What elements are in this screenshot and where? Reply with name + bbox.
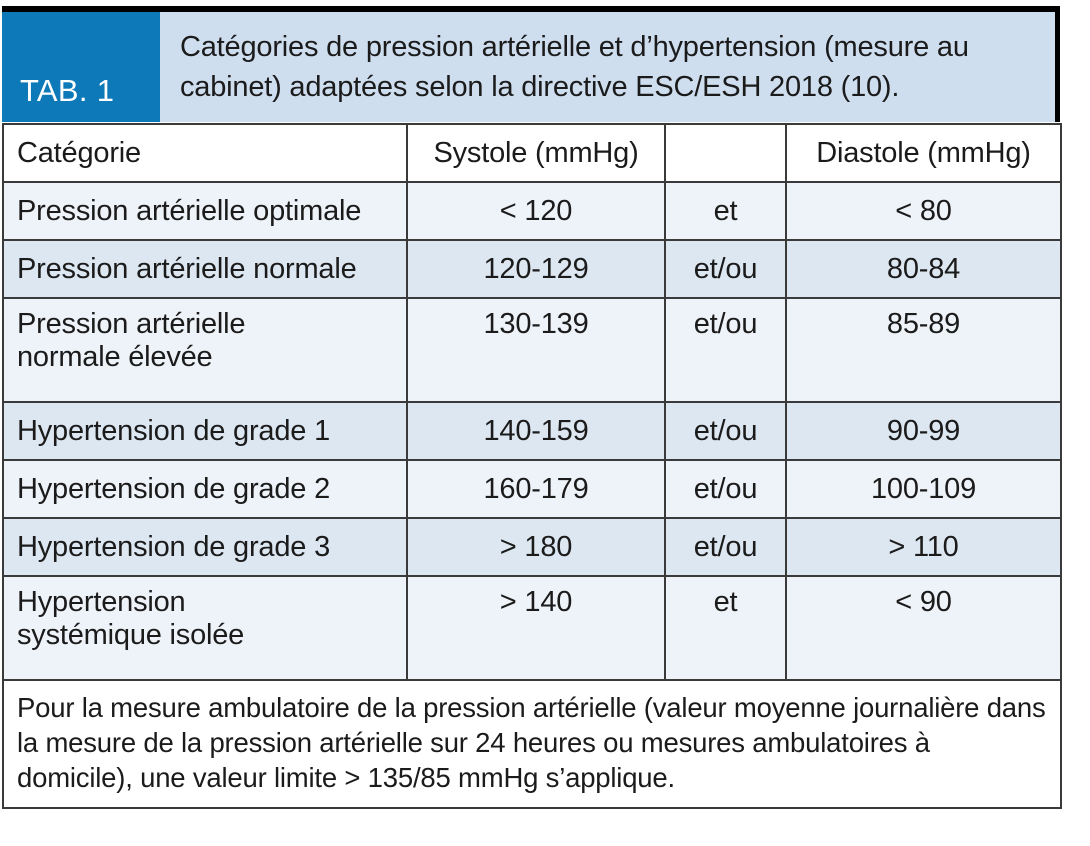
cell-diastole: 85-89 <box>785 297 1062 403</box>
col-header-connector <box>664 123 787 183</box>
cell-connector: et/ou <box>664 459 787 519</box>
cell-connector: et/ou <box>664 239 787 299</box>
table-row: Hypertension systémique isolée > 140 et … <box>2 575 1062 681</box>
cell-category: Pression artérielle normale <box>2 239 408 299</box>
col-header-diastole: Diastole (mmHg) <box>785 123 1062 183</box>
col-header-systole: Systole (mmHg) <box>406 123 666 183</box>
table-figure: TAB. 1 Catégories de pression artérielle… <box>2 6 1062 809</box>
cell-systole: > 180 <box>406 517 666 577</box>
cell-systole: 160-179 <box>406 459 666 519</box>
table-footnote: Pour la mesure ambulatoire de la pressio… <box>2 679 1062 809</box>
table-row: Hypertension de grade 1 140-159 et/ou 90… <box>2 401 1062 461</box>
figure-title: Catégories de pression artérielle et d’h… <box>160 12 1060 122</box>
cell-category: Hypertension de grade 2 <box>2 459 408 519</box>
cell-connector: et <box>664 181 787 241</box>
col-header-categorie: Catégorie <box>2 123 408 183</box>
cell-connector: et <box>664 575 787 681</box>
cell-systole: 120-129 <box>406 239 666 299</box>
cell-diastole: 90-99 <box>785 401 1062 461</box>
cell-category: Hypertension de grade 1 <box>2 401 408 461</box>
table-header-row: Catégorie Systole (mmHg) Diastole (mmHg) <box>2 123 1062 183</box>
cell-diastole: < 90 <box>785 575 1062 681</box>
cell-connector: et/ou <box>664 517 787 577</box>
table-row: Pression artérielle normale 120-129 et/o… <box>2 239 1062 299</box>
footnote-row: Pour la mesure ambulatoire de la pressio… <box>2 679 1062 809</box>
tab-badge: TAB. 1 <box>2 12 160 122</box>
cell-connector: et/ou <box>664 297 787 403</box>
cell-diastole: 80-84 <box>785 239 1062 299</box>
cell-category: Pression artérielle optimale <box>2 181 408 241</box>
cell-category: Hypertension de grade 3 <box>2 517 408 577</box>
cell-diastole: 100-109 <box>785 459 1062 519</box>
cell-diastole: < 80 <box>785 181 1062 241</box>
cell-systole: > 140 <box>406 575 666 681</box>
blood-pressure-table: Catégorie Systole (mmHg) Diastole (mmHg)… <box>2 123 1062 809</box>
cell-connector: et/ou <box>664 401 787 461</box>
cell-category: Pression artérielle normale élevée <box>2 297 408 403</box>
cell-category: Hypertension systémique isolée <box>2 575 408 681</box>
table-row: Pression artérielle optimale < 120 et < … <box>2 181 1062 241</box>
table-row: Hypertension de grade 3 > 180 et/ou > 11… <box>2 517 1062 577</box>
cell-systole: 130-139 <box>406 297 666 403</box>
cell-systole: < 120 <box>406 181 666 241</box>
table-row: Pression artérielle normale élevée 130-1… <box>2 297 1062 403</box>
top-rule <box>2 6 1060 12</box>
figure-header: TAB. 1 Catégories de pression artérielle… <box>2 12 1060 122</box>
cell-systole: 140-159 <box>406 401 666 461</box>
cell-diastole: > 110 <box>785 517 1062 577</box>
table-row: Hypertension de grade 2 160-179 et/ou 10… <box>2 459 1062 519</box>
